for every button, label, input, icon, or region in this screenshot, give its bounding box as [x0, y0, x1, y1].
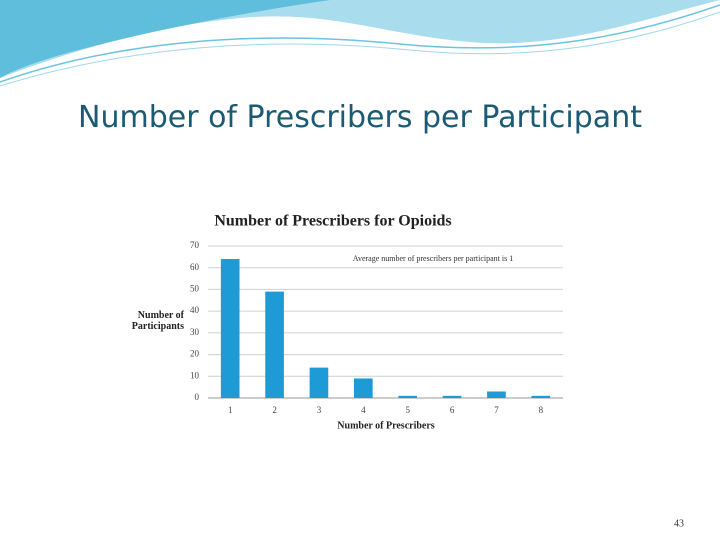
x-tick-label: 1: [228, 405, 233, 415]
bar: [442, 395, 462, 398]
x-axis-label: Number of Prescribers: [337, 420, 434, 431]
y-tick-label: 30: [190, 327, 200, 337]
slide-title: Number of Prescribers per Participant: [78, 100, 642, 135]
x-tick-label: 8: [539, 405, 544, 415]
chart-title: Number of Prescribers for Opioids: [214, 213, 451, 230]
bar: [531, 395, 551, 398]
y-axis-label: Number of Participants: [131, 310, 184, 332]
x-tick-label: 3: [317, 405, 322, 415]
bar: [353, 378, 373, 398]
wave-decoration: [0, 0, 330, 78]
x-tick-label: 5: [405, 405, 410, 415]
y-tick-label: 60: [190, 262, 200, 272]
bar: [265, 291, 284, 398]
y-tick-label: 0: [195, 392, 200, 402]
y-tick-label: 70: [190, 240, 200, 250]
wave-line: [0, 11, 720, 87]
bar: [309, 367, 329, 398]
x-tick-label: 4: [361, 405, 366, 415]
x-tick-label: 7: [494, 405, 499, 415]
y-tick-label: 50: [190, 283, 200, 293]
x-tick-label: 2: [272, 405, 277, 415]
bar: [220, 259, 240, 398]
page-number: 43: [674, 518, 684, 529]
bar: [398, 395, 418, 398]
annotation: Average number of prescribers per partic…: [353, 254, 513, 263]
x-tick-label: 6: [450, 405, 455, 415]
y-tick-label: 20: [190, 349, 200, 359]
y-tick-label: 10: [190, 370, 200, 380]
y-tick-label: 40: [190, 305, 200, 315]
bar: [487, 391, 506, 398]
wave-line: [0, 4, 720, 83]
